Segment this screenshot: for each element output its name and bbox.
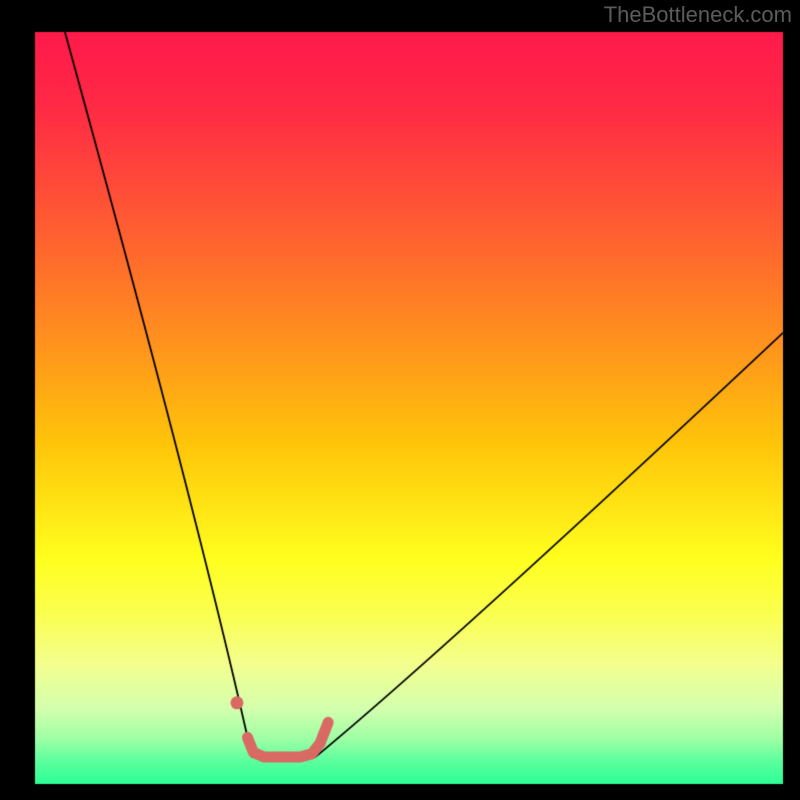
- curve-and-markers-layer: [0, 0, 800, 800]
- watermark-text: TheBottleneck.com: [604, 2, 792, 28]
- bottleneck-chart: TheBottleneck.com: [0, 0, 800, 800]
